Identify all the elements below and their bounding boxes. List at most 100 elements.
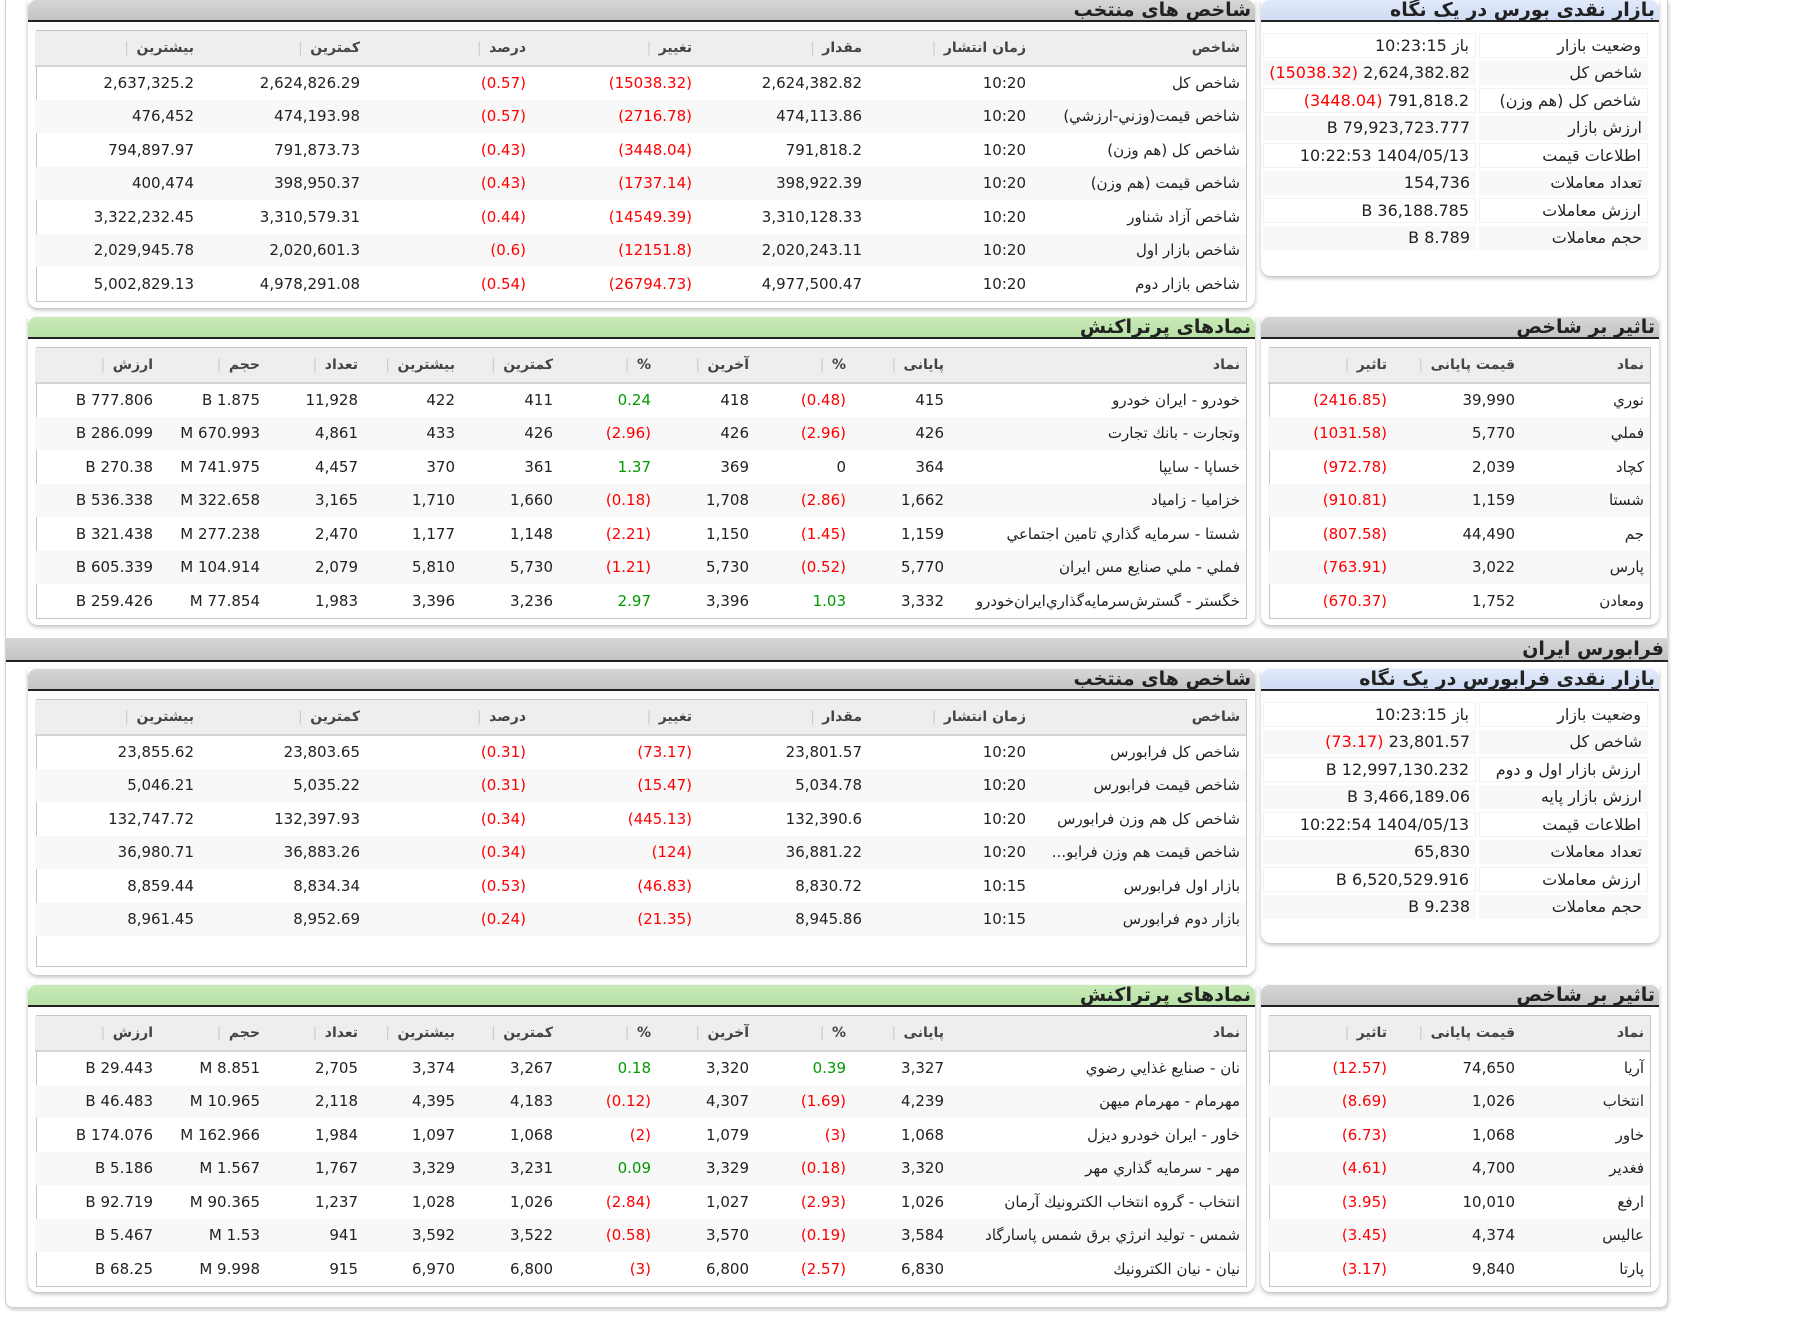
table-row[interactable]: شاخص قيمت(وزني-ارزشي) 10:20 474,113.86 (271… (35, 99, 1246, 133)
symbol-cell[interactable]: نيان - نيان الكترونيك (1113, 1259, 1240, 1278)
symbol-cell[interactable]: انتخاب - گروه انتخاب الكترونيك آرمان (1004, 1192, 1240, 1211)
table-row[interactable]: خساپا - سايپا 364 0 369 1.37 361 370 4,457 741.9… (35, 450, 1246, 484)
column-resize-handle[interactable]: ❘ (294, 40, 307, 56)
symbol-cell[interactable]: فملي - ملي‌ صنايع‌ مس‌ ايران‌ (950, 550, 1246, 584)
table-row[interactable]: شاخص کل 10:20 2,624,382.82 (15038.32) (0.57)… (35, 66, 1246, 100)
column-header[interactable]: تغییر❘ (532, 700, 698, 736)
table-row[interactable]: نيان - نيان الكترونيك 6,830 (2.57) 6,800 (3)… (35, 1252, 1246, 1286)
table-row[interactable]: نان - صنايع غذايي رضوي 3,327 0.39 3,320 0.18… (35, 1051, 1246, 1085)
column-header[interactable]: کمترین❘ (461, 1016, 559, 1052)
column-header[interactable]: درصد❘ (366, 31, 532, 67)
symbol-cell[interactable]: فغدير (1521, 1151, 1650, 1185)
column-header[interactable]: %❘ (559, 348, 657, 384)
table-row[interactable]: خودرو - ايران‌ خودرو 415 (0.48) 418 0.24 411 4… (35, 383, 1246, 417)
table-row[interactable]: خاور - ايران‌ خودرو ديزل‌ 1,068 (3) 1,079 (2… (35, 1118, 1246, 1152)
table-row[interactable]: جم 44,490 (807.58) (1268, 517, 1650, 551)
column-header[interactable]: پایانی❘ (852, 348, 950, 384)
table-row[interactable]: پارتا 9,840 (3.17) (1268, 1252, 1650, 1286)
symbol-cell[interactable]: شاخص کل (هم وزن) (1107, 140, 1240, 159)
column-resize-handle[interactable]: ❘ (816, 357, 828, 373)
column-header[interactable]: حجم❘ (159, 348, 266, 384)
column-header[interactable]: آخرین❘ (657, 1016, 755, 1052)
column-resize-handle[interactable]: ❘ (97, 357, 109, 373)
table-row[interactable]: انتخاب 1,026 (8.69) (1268, 1084, 1650, 1118)
column-resize-handle[interactable]: ❘ (928, 709, 940, 725)
symbol-cell[interactable]: خاور - ايران‌ خودرو ديزل‌ (1087, 1125, 1240, 1144)
column-resize-handle[interactable]: ❘ (309, 357, 321, 373)
column-resize-handle[interactable]: ❘ (294, 709, 307, 725)
table-row[interactable]: فملي 5,770 (1031.58) (1268, 416, 1650, 450)
symbol-cell[interactable]: جم (1624, 524, 1644, 543)
symbol-cell[interactable]: پارس (1521, 550, 1650, 584)
table-row[interactable]: عاليس 4,374 (3.45) (1268, 1218, 1650, 1252)
column-header[interactable]: تاثیر❘ (1268, 1016, 1393, 1052)
column-header[interactable]: درصد❘ (366, 700, 532, 736)
table-row[interactable]: بازار اول فرابورس 10:15 8,830.72 (46.83) (0.… (35, 869, 1246, 903)
table-row[interactable]: شستا - سرمايه گذاري تامين اجتماعي 1,159 (1… (35, 517, 1246, 551)
symbol-cell[interactable]: كچاد (1615, 457, 1644, 476)
column-resize-handle[interactable]: ❘ (120, 40, 133, 56)
column-resize-handle[interactable]: ❘ (213, 1025, 225, 1041)
symbol-cell[interactable]: خساپا - سايپا (1158, 457, 1240, 476)
column-header[interactable]: کمترین❘ (461, 348, 559, 384)
column-header[interactable]: %❘ (559, 1016, 657, 1052)
column-resize-handle[interactable]: ❘ (487, 1025, 500, 1041)
symbol-cell[interactable]: نوري (1613, 391, 1644, 410)
column-resize-handle[interactable]: ❘ (1341, 1025, 1353, 1041)
column-header[interactable]: تعداد❘ (266, 348, 364, 384)
table-row[interactable]: شستا 1,159 (910.81) (1268, 483, 1650, 517)
table-row[interactable]: كچاد 2,039 (972.78) (1268, 450, 1650, 484)
column-resize-handle[interactable]: ❘ (642, 709, 655, 725)
table-row[interactable]: مهرمام - مهرمام ميهن 4,239 (1.69) 4,307 (0.1… (35, 1084, 1246, 1118)
column-header[interactable]: زمان انتشار❘ (868, 31, 1032, 67)
symbol-cell[interactable]: شاخص بازار اول (1032, 233, 1246, 267)
table-row[interactable]: وتجارت - بانك تجارت 426 (2.96) 426 (2.96) 426… (35, 416, 1246, 450)
column-resize-handle[interactable]: ❘ (1341, 357, 1353, 373)
symbol-cell[interactable]: خگستر - گسترش‌سرمايه‌گذاري‌ايران‌خودرو (975, 591, 1240, 610)
column-header[interactable]: بیشترین❘ (364, 348, 461, 384)
table-row[interactable]: شاخص قیمت فرابورس 10:20 5,034.78 (15.47) (0.… (35, 768, 1246, 802)
column-resize-handle[interactable]: ❘ (887, 1025, 900, 1041)
column-header[interactable]: پایانی❘ (852, 1016, 950, 1052)
column-header[interactable]: حجم❘ (159, 1016, 266, 1052)
symbol-cell[interactable]: شاخص قيمت(وزني-ارزشي) (1032, 99, 1246, 133)
table-row[interactable]: ارفع 10,010 (3.95) (1268, 1185, 1650, 1219)
table-row[interactable]: شاخص کل هم وزن فرابورس 10:20 132,390.6 (445… (35, 802, 1246, 836)
symbol-cell[interactable]: فملي (1521, 416, 1650, 450)
column-header[interactable]: آخرین❘ (657, 348, 755, 384)
symbol-cell[interactable]: مهر - سرمايه گذاري مهر (950, 1151, 1246, 1185)
column-resize-handle[interactable]: ❘ (806, 709, 819, 725)
column-header[interactable]: بیشترین❘ (35, 31, 200, 67)
table-row[interactable]: شاخص آزاد شناور 10:20 3,310,128.33 (14549.3… (35, 200, 1246, 234)
symbol-cell[interactable]: ومعادن (1599, 591, 1644, 610)
column-header[interactable]: مقدار❘ (698, 700, 868, 736)
column-resize-handle[interactable]: ❘ (213, 357, 225, 373)
symbol-cell[interactable]: شستا (1521, 483, 1650, 517)
column-header[interactable]: ارزش❘ (35, 348, 159, 384)
column-resize-handle[interactable]: ❘ (816, 1025, 828, 1041)
column-resize-handle[interactable]: ❘ (473, 709, 486, 725)
column-header[interactable]: نماد (950, 1016, 1246, 1052)
table-row[interactable]: شاخص بازار اول 10:20 2,020,243.11 (12151.8)… (35, 233, 1246, 267)
table-row[interactable]: مهر - سرمايه گذاري مهر 3,320 (0.18) 3,329 0.… (35, 1151, 1246, 1185)
symbol-cell[interactable]: عاليس (1521, 1218, 1650, 1252)
table-row[interactable]: شاخص کل فرابورس 10:20 23,801.57 (73.17) (0.3… (35, 735, 1246, 769)
symbol-cell[interactable]: شاخص کل (1171, 74, 1240, 93)
symbol-cell[interactable]: وتجارت - بانك تجارت (950, 416, 1246, 450)
symbol-cell[interactable]: پارتا (1619, 1259, 1644, 1278)
column-header[interactable]: %❘ (755, 1016, 852, 1052)
symbol-cell[interactable]: شاخص کل فرابورس (1110, 743, 1240, 762)
column-header[interactable]: نماد (1521, 1016, 1650, 1052)
column-resize-handle[interactable]: ❘ (621, 357, 633, 373)
symbol-cell[interactable]: شاخص قیمت هم وزن فرابو... (1032, 835, 1246, 869)
symbol-cell[interactable]: خزامیا - زامیاد (950, 483, 1246, 517)
column-resize-handle[interactable]: ❘ (309, 1025, 321, 1041)
symbol-cell[interactable]: شمس - توليد انرژي برق شمس پاسارگاد (950, 1218, 1246, 1252)
column-header[interactable]: تاثیر❘ (1268, 348, 1393, 384)
symbol-cell[interactable]: خودرو - ايران‌ خودرو (1112, 391, 1240, 410)
symbol-cell[interactable]: شاخص کل هم وزن فرابورس (1057, 809, 1240, 828)
table-row[interactable]: خگستر - گسترش‌سرمايه‌گذاري‌ايران‌خودرو 3,… (35, 584, 1246, 618)
table-row[interactable]: نوري 39,990 (2416.85) (1268, 383, 1650, 417)
column-resize-handle[interactable]: ❘ (473, 40, 486, 56)
column-header[interactable]: کمترین❘ (200, 31, 366, 67)
